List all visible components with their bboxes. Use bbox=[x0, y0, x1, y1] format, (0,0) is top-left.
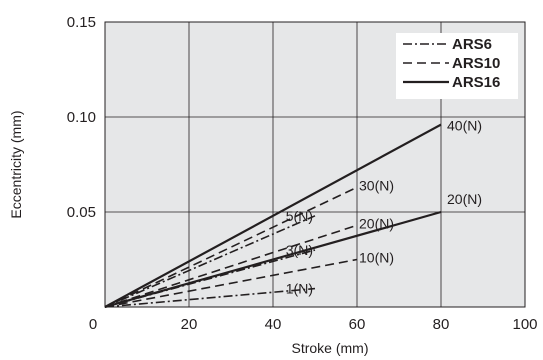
series-line bbox=[104, 210, 442, 309]
line-label: 1(N) bbox=[286, 281, 313, 297]
line-label: 20(N) bbox=[447, 191, 482, 207]
y-tick-label: 0.15 bbox=[67, 14, 96, 31]
line-label: 20(N) bbox=[359, 215, 394, 231]
line-labels: 1(N) 3(N) 5(N) 10(N) 20(N) 30(N) 20(N) 40(N) bbox=[286, 118, 482, 297]
series-line bbox=[104, 123, 442, 308]
series-line bbox=[104, 258, 358, 308]
tick-labels: 0 20 40 60 80 100 0.05 0.10 0.15 bbox=[67, 14, 538, 333]
line-label: 40(N) bbox=[447, 118, 482, 134]
legend-label: ARS6 bbox=[452, 36, 492, 53]
line-label: 3(N) bbox=[286, 242, 313, 258]
y-tick-label: 0.10 bbox=[67, 109, 96, 126]
x-axis-title: Stroke (mm) bbox=[292, 340, 369, 356]
x-tick-label: 0 bbox=[89, 316, 97, 333]
series-line bbox=[104, 215, 316, 308]
x-tick-label: 60 bbox=[349, 316, 366, 333]
legend: ARS6 ARS10 ARS16 bbox=[396, 33, 518, 99]
x-tick-label: 40 bbox=[265, 316, 282, 333]
x-tick-label: 100 bbox=[512, 316, 537, 333]
series-line bbox=[104, 287, 316, 308]
x-tick-label: 20 bbox=[181, 316, 198, 333]
legend-label: ARS16 bbox=[452, 74, 500, 91]
legend-label: ARS10 bbox=[452, 55, 500, 72]
line-label: 30(N) bbox=[359, 177, 394, 193]
y-axis-title: Eccentricity (mm) bbox=[8, 110, 24, 218]
series-line bbox=[104, 186, 358, 308]
series-lines bbox=[104, 123, 442, 309]
y-tick-label: 0.05 bbox=[67, 204, 96, 221]
series-line bbox=[104, 224, 358, 308]
line-label: 5(N) bbox=[286, 208, 313, 224]
line-label: 10(N) bbox=[359, 250, 394, 266]
x-tick-label: 80 bbox=[433, 316, 450, 333]
